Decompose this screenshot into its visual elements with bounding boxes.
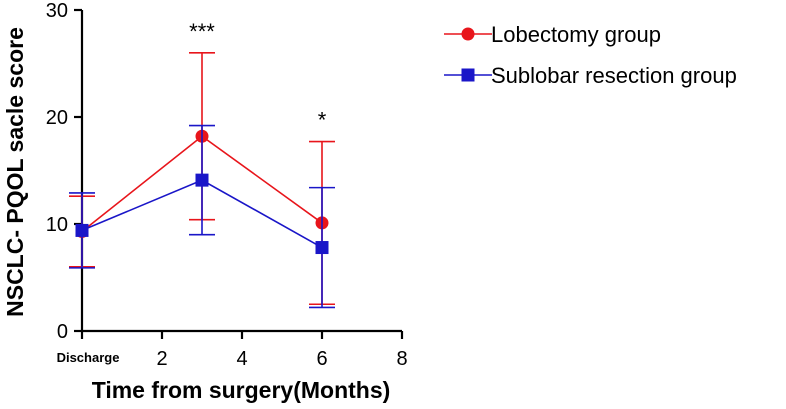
x-tick-label: Discharge	[57, 350, 120, 365]
legend-label: Lobectomy group	[491, 22, 661, 47]
y-tick-label: 10	[46, 214, 68, 236]
data-point	[195, 173, 209, 187]
data-point	[315, 241, 329, 255]
significance-annotation: *	[318, 108, 327, 133]
y-tick-label: 30	[46, 0, 68, 22]
y-axis-title: NSCLC- PQOL sacle score	[2, 27, 28, 317]
data-point	[75, 223, 89, 237]
x-tick-label: 8	[396, 348, 407, 370]
x-tick-label: 6	[316, 348, 327, 370]
x-tick-label: 4	[236, 348, 247, 370]
y-tick-label: 0	[57, 321, 68, 343]
legend-marker	[461, 27, 475, 41]
legend-marker	[461, 68, 475, 82]
legend-label: Sublobar resection group	[491, 63, 737, 88]
significance-annotation: ***	[189, 19, 215, 44]
x-tick-label: 2	[156, 348, 167, 370]
x-axis-title: Time from surgery(Months)	[92, 377, 391, 403]
y-tick-label: 20	[46, 107, 68, 129]
